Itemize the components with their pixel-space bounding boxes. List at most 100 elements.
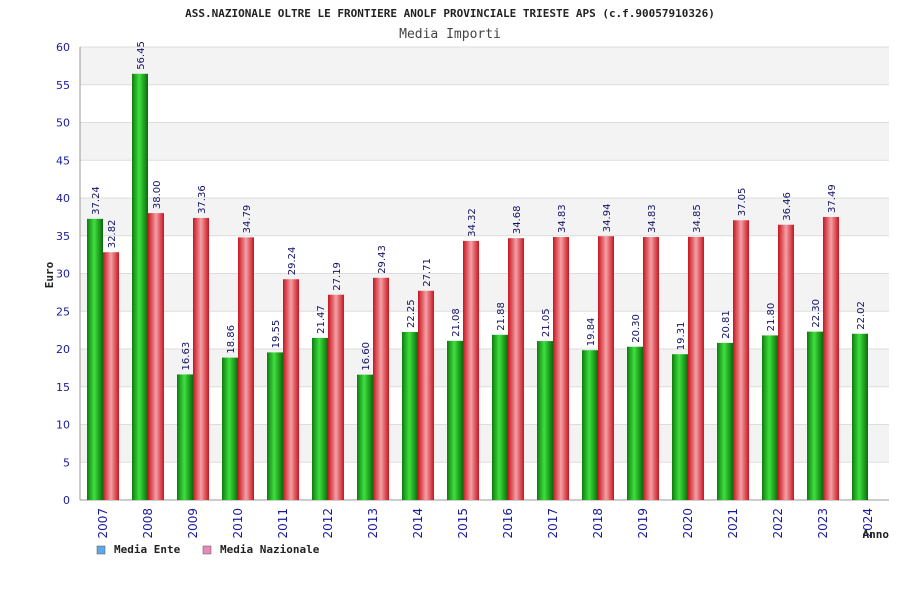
value-label: 22.30 (811, 299, 822, 328)
bar-media-ente-2010 (222, 357, 238, 500)
x-tick-label: 2022 (771, 508, 785, 539)
x-tick-label: 2008 (141, 508, 155, 539)
grid-band (80, 424, 889, 463)
bar-media-ente-2017 (537, 341, 553, 500)
bar-media-nazionale-2018 (598, 236, 614, 500)
x-tick-label: 2012 (321, 508, 335, 539)
bar-media-nazionale-2013 (373, 277, 389, 500)
value-label: 19.31 (676, 322, 687, 351)
grid-bands (80, 46, 889, 501)
y-tick-label: 15 (56, 381, 70, 394)
grid-band (80, 386, 889, 425)
y-tick-label: 10 (56, 419, 70, 432)
bar-media-nazionale-2019 (643, 237, 659, 500)
grid-band (80, 235, 889, 274)
bar-media-ente-2021 (717, 342, 733, 500)
grid-band (80, 47, 889, 85)
value-label: 27.19 (332, 262, 343, 291)
value-label: 21.47 (316, 305, 327, 334)
value-label: 37.49 (827, 184, 838, 213)
legend-swatch-media-ente (96, 545, 106, 555)
value-label: 22.25 (406, 299, 417, 328)
y-tick-label: 60 (56, 41, 70, 54)
bar-media-ente-2008 (132, 73, 148, 501)
grid-band (80, 160, 889, 198)
x-tick-label: 2009 (186, 508, 200, 539)
value-label: 21.80 (766, 303, 777, 332)
value-label: 34.83 (557, 204, 568, 233)
chart-title: ASS.NAZIONALE OLTRE LE FRONTIERE ANOLF P… (185, 7, 715, 20)
bar-media-ente-2019 (627, 346, 643, 500)
bar-media-ente-2016 (492, 334, 508, 500)
bar-media-nazionale-2012 (328, 294, 344, 500)
bar-media-nazionale-2010 (238, 237, 254, 500)
legend-label-media-nazionale: Media Nazionale (220, 543, 320, 556)
y-tick-label: 25 (56, 305, 70, 318)
y-tick-label: 20 (56, 343, 70, 356)
legend-label-media-ente: Media Ente (114, 543, 181, 556)
y-axis-ticks: 0 5 10 15 20 25 30 35 40 45 50 55 60 (56, 41, 70, 507)
value-label: 29.24 (287, 247, 298, 276)
bar-media-ente-2014 (402, 332, 418, 500)
grid-band (80, 273, 889, 312)
value-label: 20.81 (721, 310, 732, 339)
bar-media-ente-2015 (447, 340, 463, 500)
bar-media-nazionale-2023 (823, 216, 839, 500)
bar-media-ente-2009 (177, 374, 193, 500)
bar-media-nazionale-2021 (733, 220, 749, 500)
bar-media-nazionale-2011 (283, 279, 299, 500)
grid-band (80, 311, 889, 349)
value-label: 56.45 (136, 41, 147, 70)
bar-media-ente-2013 (357, 374, 373, 500)
value-label: 34.83 (647, 204, 658, 233)
bar-media-nazionale-2008 (148, 213, 164, 500)
value-label: 34.94 (602, 204, 613, 233)
bar-media-ente-2023 (807, 331, 823, 500)
x-tick-label: 2017 (546, 508, 560, 539)
x-axis-label: Anno (863, 528, 890, 541)
chart-subtitle: Media Importi (399, 27, 501, 42)
bar-media-ente-2024 (852, 333, 868, 500)
value-label: 19.84 (586, 318, 597, 347)
y-tick-label: 5 (63, 456, 70, 469)
value-label: 29.43 (377, 245, 388, 274)
y-tick-label: 0 (63, 494, 70, 507)
value-label: 21.08 (451, 308, 462, 337)
value-label: 21.05 (541, 308, 552, 337)
x-tick-label: 2018 (591, 508, 605, 539)
bar-media-ente-2007 (87, 218, 103, 500)
value-label: 34.32 (467, 208, 478, 237)
value-label: 16.60 (361, 342, 372, 371)
grid-band (80, 122, 889, 161)
bars (87, 73, 868, 501)
bar-media-nazionale-2009 (193, 217, 209, 500)
y-tick-label: 50 (56, 117, 70, 130)
legend-swatch-media-nazionale (202, 545, 212, 555)
x-tick-label: 2015 (456, 508, 470, 539)
bar-media-ente-2020 (672, 354, 688, 500)
y-tick-label: 35 (56, 230, 70, 243)
value-label: 37.05 (737, 188, 748, 217)
bar-media-nazionale-2015 (463, 240, 479, 500)
bar-media-ente-2012 (312, 337, 328, 500)
bar-media-ente-2011 (267, 352, 283, 500)
value-label: 16.63 (181, 342, 192, 371)
value-label: 34.68 (512, 206, 523, 235)
x-tick-label: 2007 (96, 508, 110, 539)
grid-band (80, 462, 889, 500)
x-tick-label: 2011 (276, 508, 290, 539)
x-tick-label: 2021 (726, 508, 740, 539)
value-label: 37.24 (91, 186, 102, 215)
y-tick-label: 30 (56, 268, 70, 281)
value-label: 38.00 (152, 180, 163, 209)
bar-media-nazionale-2017 (553, 237, 569, 500)
value-labels: 37.24 32.82 56.45 38.00 16.63 37.36 18.86 34.79… (91, 41, 867, 371)
x-tick-label: 2024 (861, 508, 875, 539)
x-tick-label: 2013 (366, 508, 380, 539)
x-tick-label: 2023 (816, 508, 830, 539)
x-tick-label: 2019 (636, 508, 650, 539)
value-label: 34.79 (242, 205, 253, 234)
x-axis-ticks: 2007 2008 2009 2010 2011 2012 2013 2014 2015 2016… (96, 508, 875, 539)
value-label: 34.85 (692, 204, 703, 233)
